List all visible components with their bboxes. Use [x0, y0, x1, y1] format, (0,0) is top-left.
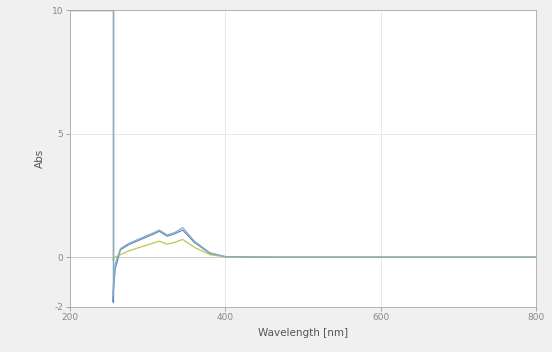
Y-axis label: Abs: Abs: [35, 149, 45, 168]
X-axis label: Wavelength [nm]: Wavelength [nm]: [258, 328, 348, 338]
